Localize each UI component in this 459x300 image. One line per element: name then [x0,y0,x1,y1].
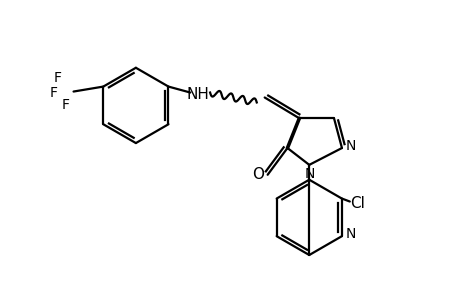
Text: Cl: Cl [349,196,364,211]
Text: O: O [251,167,263,182]
Text: F: F [54,71,62,85]
Text: N: N [345,227,355,241]
Text: N: N [304,167,315,181]
Text: NH: NH [186,87,209,102]
Text: F: F [50,85,58,100]
Text: N: N [345,139,355,153]
Text: F: F [62,98,69,112]
